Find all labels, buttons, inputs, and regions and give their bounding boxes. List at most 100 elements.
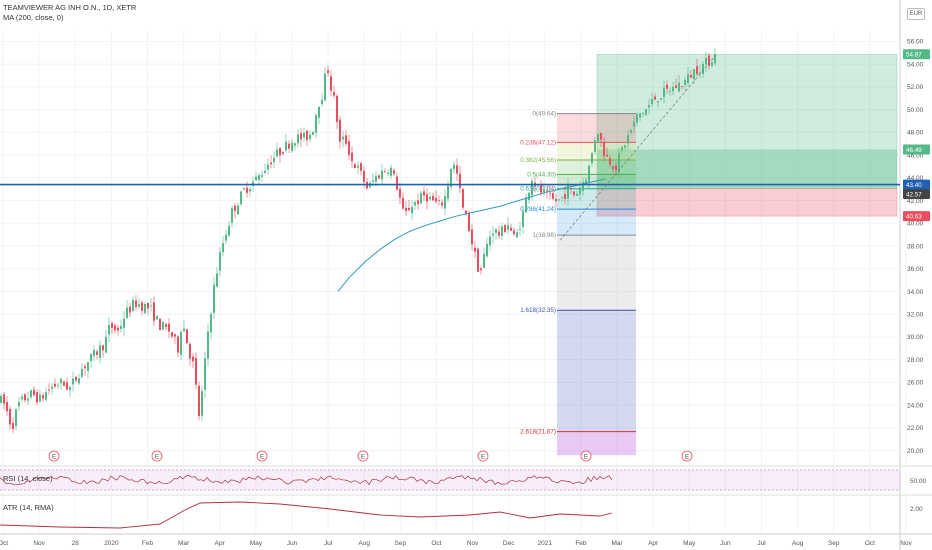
time-tick-label: Nov (467, 540, 479, 547)
price-tick-label: 30.00 (907, 334, 924, 341)
candle-body (240, 191, 242, 205)
fibonacci-retracement[interactable]: 0(49.64) 0.236(47.12) 0.382(45.56) 0.5(44.3… (520, 111, 636, 456)
price-tick-label: 20.00 (907, 448, 924, 455)
candle-body (138, 304, 140, 307)
candle-body (447, 185, 449, 199)
currency-button[interactable]: EUR (907, 8, 925, 20)
earnings-label: E (685, 453, 690, 460)
candle-body (351, 152, 353, 162)
candle-body (162, 322, 164, 330)
candle-body (33, 389, 35, 396)
candle-body (348, 141, 350, 155)
fib-level-label: 0.236(47.12) (520, 139, 556, 146)
candle-body (18, 402, 20, 407)
candle-body (186, 329, 188, 344)
time-tick-label: May (683, 540, 696, 547)
candle-body (147, 303, 149, 309)
price-axis[interactable]: 56.00 54.00 52.00 50.00 48.00 46.00 44.00 42.00… (907, 39, 924, 455)
candle-body (144, 304, 146, 313)
candle-body (249, 189, 251, 192)
candle-body (402, 197, 404, 209)
candle-body (543, 189, 545, 193)
candle-body (501, 226, 503, 236)
candle-body (546, 190, 548, 192)
candle-body (339, 119, 341, 142)
candle-body (120, 325, 122, 329)
rsi-band (0, 470, 900, 490)
earnings-label: E (584, 453, 589, 460)
candle-body (609, 158, 611, 165)
candle-body (0, 395, 2, 403)
candle-body (687, 73, 689, 84)
candle-body (321, 99, 323, 105)
candle-body (108, 324, 110, 335)
candle-body (72, 378, 74, 385)
rsi-line (0, 475, 613, 486)
candle-body (297, 134, 299, 144)
candle-body (78, 378, 80, 384)
candle-body (702, 63, 704, 74)
earnings-label: E (155, 453, 160, 460)
candle-body (525, 197, 527, 213)
candle-body (180, 331, 182, 355)
candle-body (177, 336, 179, 353)
price-tick-label: 52.00 (907, 84, 924, 91)
position-target-zone (596, 53, 898, 189)
candle-body (519, 229, 521, 231)
candle-body (468, 212, 470, 232)
candle-body (594, 140, 596, 152)
time-tick-label: 2021 (538, 540, 553, 547)
price-tick-label: 26.00 (907, 380, 924, 387)
time-axis[interactable]: Oct Nov 28 2020 Feb Mar Apr May Jun Jul Aug Sep Oct N… (0, 540, 913, 547)
time-tick-label: Nov (33, 540, 45, 547)
time-tick-label: 28 (72, 540, 80, 547)
candle-body (588, 165, 590, 182)
price-tick-label: 54.00 (907, 61, 924, 68)
time-tick-label: Apr (215, 540, 226, 547)
candle-body (420, 192, 422, 204)
candle-body (153, 302, 155, 321)
fib-band (557, 160, 636, 175)
candle-body (195, 358, 197, 385)
candle-body (666, 84, 668, 89)
time-tick-label: Mar (178, 540, 190, 547)
candle-body (705, 58, 707, 65)
price-tick-label: 48.00 (907, 130, 924, 137)
candle-body (291, 142, 293, 152)
candle-body (93, 349, 95, 356)
moving-average-line (337, 178, 606, 292)
candle-body (627, 134, 629, 144)
price-tick-label: 22.00 (907, 425, 924, 432)
position-stop-zone (596, 188, 898, 217)
candle-body (537, 185, 539, 186)
price-badges: 54.87 46.49 43.40 42.57 40.63 (903, 49, 930, 222)
candle-body (279, 147, 281, 156)
candle-body (711, 62, 713, 66)
candle-body (612, 166, 614, 169)
candle-body (465, 210, 467, 214)
candle-body (234, 205, 236, 212)
candle-body (714, 54, 716, 64)
candle-body (21, 396, 23, 400)
candle-body (294, 143, 296, 146)
candle-body (276, 149, 278, 157)
atr-pane: 2.00 (0, 501, 923, 529)
price-badge-label: 43.40 (906, 182, 922, 189)
candle-body (522, 211, 524, 227)
candle-body (345, 135, 347, 144)
candle-body (24, 394, 26, 401)
candle-body (375, 175, 377, 182)
candle-body (675, 85, 677, 89)
candle-body (222, 243, 224, 253)
candle-body (576, 193, 578, 196)
candle-body (678, 82, 680, 92)
candle-body (141, 302, 143, 311)
candle-body (423, 191, 425, 196)
candle-body (624, 145, 626, 148)
candle-body (381, 170, 383, 180)
candle-body (354, 164, 356, 169)
time-tick-label: Jun (720, 540, 731, 547)
earnings-marker (48, 450, 60, 462)
candle-body (489, 236, 491, 246)
